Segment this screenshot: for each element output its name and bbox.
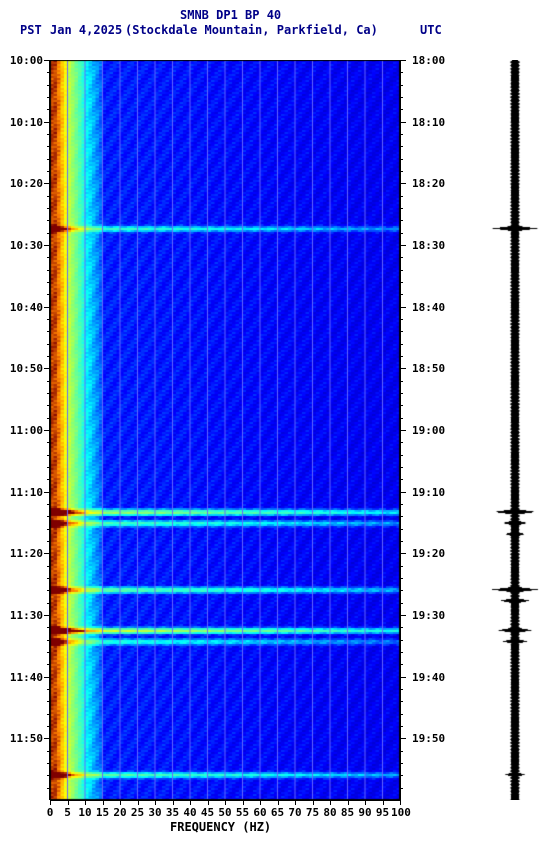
- spectrogram-plot: [50, 60, 400, 800]
- x-axis-label: FREQUENCY (HZ): [170, 820, 271, 834]
- y-left-tick-label: 11:40: [5, 671, 43, 684]
- y-right-tick-label: 19:50: [412, 732, 445, 745]
- y-left-tick-label: 11:00: [5, 424, 43, 437]
- y-right-tick-label: 18:50: [412, 362, 445, 375]
- x-tick-label: 95: [374, 806, 392, 819]
- x-tick-label: 25: [129, 806, 147, 819]
- x-tick-label: 0: [41, 806, 59, 819]
- y-right-tick-label: 19:10: [412, 486, 445, 499]
- y-left-tick-label: 10:20: [5, 177, 43, 190]
- y-right-tick-label: 18:00: [412, 54, 445, 67]
- page-title: SMNB DP1 BP 40: [180, 8, 281, 22]
- x-tick-label: 85: [339, 806, 357, 819]
- y-right-tick-label: 19:30: [412, 609, 445, 622]
- y-left-tick-label: 11:30: [5, 609, 43, 622]
- x-tick-label: 50: [216, 806, 234, 819]
- x-tick-label: 55: [234, 806, 252, 819]
- y-left-tick-label: 10:10: [5, 116, 43, 129]
- x-tick-label: 45: [199, 806, 217, 819]
- y-left-tick-label: 10:30: [5, 239, 43, 252]
- x-tick-label: 100: [391, 806, 409, 819]
- y-right-tick-label: 18:20: [412, 177, 445, 190]
- x-tick-label: 80: [321, 806, 339, 819]
- x-tick-label: 60: [251, 806, 269, 819]
- date-label: Jan 4,2025: [50, 23, 122, 37]
- y-left-tick-label: 10:00: [5, 54, 43, 67]
- y-left-tick-label: 11:20: [5, 547, 43, 560]
- x-tick-label: 5: [59, 806, 77, 819]
- x-tick-label: 10: [76, 806, 94, 819]
- x-tick-label: 90: [356, 806, 374, 819]
- y-left-tick-label: 11:50: [5, 732, 43, 745]
- y-left-tick-label: 10:50: [5, 362, 43, 375]
- x-tick-label: 20: [111, 806, 129, 819]
- x-tick-label: 15: [94, 806, 112, 819]
- x-tick-label: 65: [269, 806, 287, 819]
- x-tick-label: 40: [181, 806, 199, 819]
- y-left-tick-label: 10:40: [5, 301, 43, 314]
- x-tick-label: 70: [286, 806, 304, 819]
- y-right-tick-label: 18:40: [412, 301, 445, 314]
- waveform-plot: [490, 60, 540, 800]
- y-right-tick-label: 19:00: [412, 424, 445, 437]
- y-left-tick-label: 11:10: [5, 486, 43, 499]
- y-right-tick-label: 18:10: [412, 116, 445, 129]
- location-label: (Stockdale Mountain, Parkfield, Ca): [125, 23, 378, 37]
- tz-left-label: PST: [20, 23, 42, 37]
- y-right-tick-label: 19:40: [412, 671, 445, 684]
- tz-right-label: UTC: [420, 23, 442, 37]
- y-right-tick-label: 18:30: [412, 239, 445, 252]
- x-tick-label: 30: [146, 806, 164, 819]
- x-tick-label: 35: [164, 806, 182, 819]
- x-tick-label: 75: [304, 806, 322, 819]
- y-right-tick-label: 19:20: [412, 547, 445, 560]
